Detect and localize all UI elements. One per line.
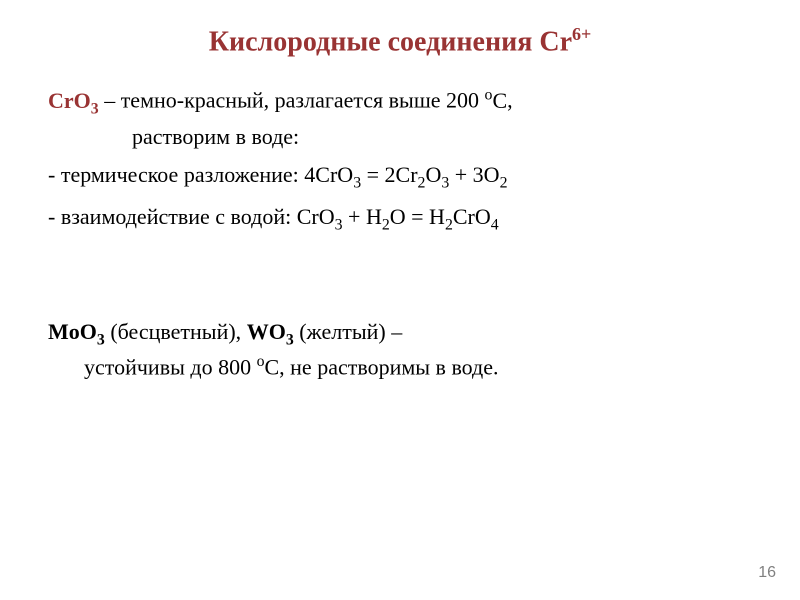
moo-heading: MoO3 (бесцветный), WO3 (желтый) – [48,319,752,349]
compound-subdesc: растворим в воде: [132,124,752,150]
compound-desc-1: – темно-красный, разлагается выше 200 [99,88,485,113]
slide-title: Кислородные соединения Cr6+ [48,24,752,58]
compound-formula: CrO3 [48,88,99,113]
detail-line-2: - взаимодействие с водой: CrO3 + H2O = H… [48,204,752,234]
page-number: 16 [758,564,776,582]
compound-desc-end: , [507,88,513,113]
moo-subdesc: устойчивы до 800 оС, не растворимы в вод… [84,353,752,380]
moo-block: MoO3 (бесцветный), WO3 (желтый) – устойч… [48,319,752,381]
temp-unit: оС [485,88,508,113]
detail-line-1: - термическое разложение: 4CrO3 = 2Cr2O3… [48,162,752,192]
compound-heading: CrO3 – темно-красный, разлагается выше 2… [48,86,752,118]
